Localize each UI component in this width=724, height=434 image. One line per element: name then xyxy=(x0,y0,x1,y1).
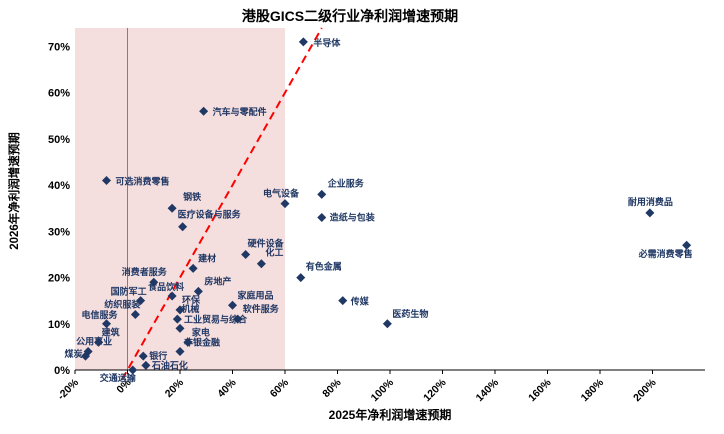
data-point-marker xyxy=(128,365,138,375)
data-point-label: 有色金属 xyxy=(306,261,342,272)
data-point-marker xyxy=(188,263,198,273)
data-point-label: 传媒 xyxy=(350,296,370,307)
data-point-marker xyxy=(102,319,111,329)
data-point-label: 石油石化 xyxy=(151,359,188,370)
data-point-label: 机械 xyxy=(181,303,199,314)
data-point-marker xyxy=(241,249,251,259)
data-point-marker xyxy=(149,277,159,287)
data-point-label: 非银金融 xyxy=(184,337,220,348)
data-point-label: 家庭用品 xyxy=(238,289,274,300)
data-point-marker xyxy=(178,222,188,232)
data-point-label: 企业服务 xyxy=(327,177,365,188)
data-point-marker xyxy=(645,208,655,218)
data-point-label: 建材 xyxy=(198,252,216,263)
y-tick-label: 20% xyxy=(48,273,70,285)
data-point-label: 工业贸易与综合 xyxy=(184,313,248,324)
data-point-label: 食品饮料 xyxy=(147,281,184,292)
data-point-label: 消费者服务 xyxy=(122,266,168,277)
x-tick-label: 120% xyxy=(421,376,449,404)
data-point-marker xyxy=(81,351,90,361)
data-point-marker xyxy=(167,203,177,213)
y-tick-label: 0% xyxy=(54,365,70,377)
data-point-marker xyxy=(199,106,209,116)
data-point-label: 钢铁 xyxy=(183,191,201,202)
data-point-label: 必需消费零售 xyxy=(638,248,693,259)
data-point-marker xyxy=(296,273,306,283)
data-point-label: 煤炭 xyxy=(65,348,83,359)
data-point-label: 汽车与零配件 xyxy=(213,106,267,117)
data-point-label: 国防军工 xyxy=(111,286,147,297)
data-point-marker xyxy=(167,291,177,301)
data-point-label: 房地产 xyxy=(204,275,231,286)
data-point-marker xyxy=(175,305,185,315)
data-point-marker xyxy=(175,347,185,357)
data-point-marker xyxy=(317,212,327,222)
data-point-marker xyxy=(228,300,237,310)
y-tick-label: 40% xyxy=(48,180,70,192)
data-point-marker xyxy=(138,351,148,361)
data-point-marker xyxy=(256,259,266,269)
data-point-marker xyxy=(193,286,203,296)
data-point-label: 建筑 xyxy=(102,326,120,337)
data-point-marker xyxy=(175,323,185,333)
x-tick-label: 160% xyxy=(526,376,554,404)
data-point-marker xyxy=(94,337,104,347)
data-point-label: 造纸与包装 xyxy=(330,211,376,222)
data-point-label: 可选消费零售 xyxy=(116,176,170,187)
data-point-marker xyxy=(298,37,308,47)
data-point-label: 纺织服装 xyxy=(104,299,141,310)
data-point-marker xyxy=(102,176,111,186)
y-tick-label: 10% xyxy=(48,319,70,331)
data-point-marker xyxy=(682,240,692,250)
x-axis-title: 2025年净利润增速预期 xyxy=(328,408,452,422)
x-tick-label: -20% xyxy=(55,376,81,402)
y-tick-label: 60% xyxy=(48,88,70,100)
y-tick-label: 30% xyxy=(48,226,70,238)
data-point-marker xyxy=(382,319,392,329)
data-point-marker xyxy=(141,360,151,370)
data-point-label: 医疗设备与服务 xyxy=(178,209,242,220)
x-tick-label: 200% xyxy=(631,376,659,404)
data-point-label: 公用事业 xyxy=(76,336,112,347)
data-point-marker xyxy=(136,296,146,306)
x-tick-label: 80% xyxy=(320,376,344,400)
data-point-marker xyxy=(233,314,243,324)
data-point-label: 交通运输 xyxy=(100,372,137,383)
y-tick-label: 70% xyxy=(48,41,70,53)
reference-dashed-line xyxy=(121,27,323,380)
data-point-label: 化工 xyxy=(265,247,283,258)
data-point-marker xyxy=(183,337,193,347)
x-tick-label: 20% xyxy=(163,376,187,400)
data-point-label: 银行 xyxy=(149,350,167,361)
chart-title: 港股GICS二级行业净利润增速预期 xyxy=(241,8,459,24)
data-point-label: 家电 xyxy=(192,326,210,337)
data-point-label: 软件服务 xyxy=(243,303,280,314)
data-point-marker xyxy=(130,310,140,320)
data-point-marker xyxy=(172,314,182,324)
data-point-label: 硬件设备 xyxy=(248,237,285,248)
x-tick-label: 140% xyxy=(474,376,502,404)
x-tick-label: 100% xyxy=(369,376,397,404)
x-tick-label: 180% xyxy=(579,376,607,404)
data-point-marker xyxy=(280,199,290,209)
data-point-label: 环保 xyxy=(182,294,201,305)
data-point-label: 医药生物 xyxy=(392,308,428,319)
data-point-marker xyxy=(317,189,327,199)
data-point-label: 电信服务 xyxy=(82,309,119,320)
data-point-label: 半导体 xyxy=(313,37,341,48)
x-tick-label: 40% xyxy=(215,376,239,400)
y-tick-label: 50% xyxy=(48,134,70,146)
data-point-label: 电气设备 xyxy=(263,188,300,199)
x-tick-label: 60% xyxy=(268,376,292,400)
data-point-marker xyxy=(338,296,348,306)
data-point-label: 耐用消费品 xyxy=(628,196,673,207)
